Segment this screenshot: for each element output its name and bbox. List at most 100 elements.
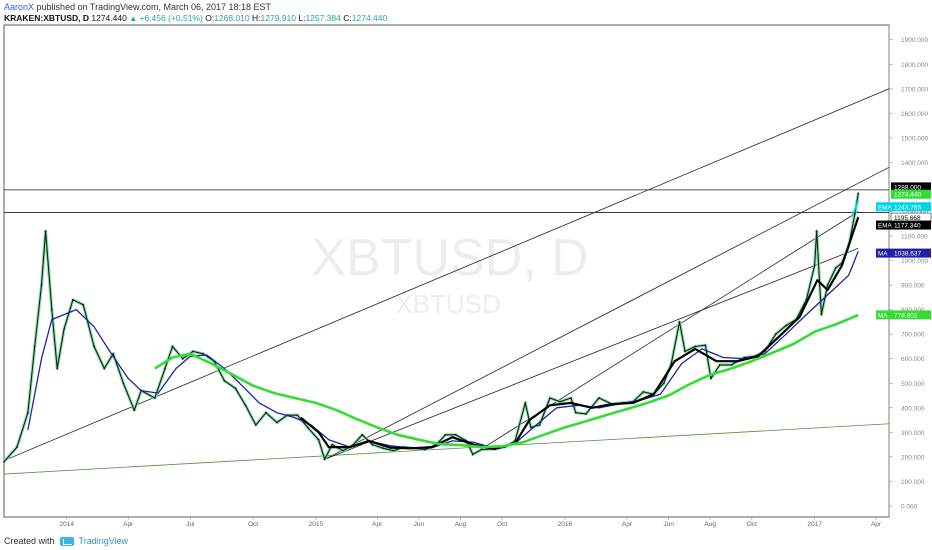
price-label-text: 778.802	[894, 312, 918, 319]
series-line-ema	[300, 216, 860, 451]
price-point	[33, 345, 36, 348]
close-value: 1274.440	[351, 13, 388, 23]
y-tick-label: 300.000	[901, 430, 925, 437]
x-tick-label: Aug	[455, 521, 467, 528]
price-point	[223, 379, 226, 382]
x-tick-label: Jul	[186, 521, 195, 528]
price-label-box	[891, 202, 931, 212]
price-point	[56, 367, 59, 370]
created-with-text: Created with	[4, 536, 55, 546]
price-point	[192, 350, 194, 353]
price-point	[574, 411, 577, 414]
price-point	[40, 284, 43, 287]
close-label: C:	[343, 13, 352, 23]
price-point	[254, 424, 257, 426]
price-point	[276, 421, 278, 424]
price-point	[306, 426, 309, 429]
y-tick-label: 1700.000	[901, 86, 928, 93]
price-point	[164, 367, 166, 370]
price-point	[454, 433, 457, 436]
price-labels: 1288.0001274.4401243.765EMA1195.6681177.…	[876, 182, 932, 320]
high-value: 1279.910	[260, 13, 296, 23]
price-point	[3, 460, 5, 463]
watermark-sub: XBTUSD	[395, 289, 500, 319]
price-point	[202, 352, 205, 355]
price-label-text: 1243.765	[894, 204, 921, 211]
price-point	[704, 344, 707, 347]
price-point	[371, 443, 374, 446]
symbol-info-bar: KRAKEN:XBTUSD, D 1274.440 ▲ +6.456 (+0.5…	[4, 13, 387, 24]
price-label-box	[891, 310, 931, 320]
price-point	[265, 411, 267, 414]
price-point	[834, 267, 837, 269]
publish-info: AaronX published on TradingView.com, Mar…	[4, 2, 271, 13]
price-change: +6.456 (+0.51%)	[139, 13, 203, 23]
price-point	[112, 352, 115, 355]
price-label-text: 1195.668	[894, 215, 921, 222]
price-point	[133, 409, 136, 412]
x-tick-label: Oct	[497, 521, 507, 528]
price-point	[50, 308, 53, 311]
tradingview-brand[interactable]: TradingView	[78, 536, 129, 546]
x-tick-label: Jun	[663, 521, 674, 528]
price-point	[684, 350, 686, 353]
y-tick-label: 400.000	[901, 405, 925, 412]
price-label: 1274.440	[891, 189, 931, 199]
price-label-box	[891, 220, 931, 230]
price-point	[813, 264, 816, 267]
y-tick-label: 1400.000	[901, 160, 928, 167]
price-point	[538, 424, 541, 426]
y-tick-label: 100.000	[901, 479, 925, 486]
price-point	[710, 377, 712, 380]
price-point	[296, 414, 299, 417]
indicator-tag-text: MA	[878, 251, 888, 258]
x-tick-label: Apr	[123, 521, 134, 528]
y-tick-label: 1800.000	[901, 62, 928, 69]
indicator-tag-box	[876, 202, 891, 212]
price-point	[598, 397, 600, 399]
price-point	[181, 357, 184, 360]
y-tick-label: 1900.000	[901, 37, 928, 44]
y-tick-label: 200.000	[901, 454, 925, 461]
y-tick-label: 900.000	[901, 283, 925, 290]
price-axis: 0.000 100.000 200.000 300.000 400.000 500.000…	[889, 37, 928, 510]
price-point	[361, 433, 364, 436]
price-point	[548, 397, 551, 399]
high-label: H:	[252, 13, 261, 23]
indicator-tag-box	[876, 220, 891, 230]
y-tick-label: 600.000	[901, 356, 925, 363]
price-point	[342, 449, 345, 452]
price-point	[392, 449, 395, 452]
price-label-text: 1274.440	[894, 192, 921, 199]
tradingview-logo-icon	[59, 536, 74, 546]
price-point	[480, 448, 483, 451]
price-point	[382, 447, 385, 450]
x-tick-label: Apr	[372, 521, 383, 528]
x-tick-label: Oct	[248, 521, 258, 528]
up-arrow-icon: ▲	[129, 14, 138, 23]
price-point	[63, 328, 65, 331]
price-point	[857, 192, 860, 195]
indicator-tag-box	[876, 248, 891, 258]
price-point	[853, 213, 856, 215]
price-point	[323, 458, 326, 461]
author-link[interactable]: AaronX	[4, 2, 35, 12]
price-point	[103, 367, 106, 370]
y-tick-label: 1200.000	[901, 209, 928, 216]
price-point	[444, 433, 447, 436]
publish-text: published on TradingView.com, March 06, …	[36, 2, 272, 12]
series-line-ma	[154, 313, 859, 449]
trend-line	[324, 247, 859, 460]
price-point	[826, 284, 829, 287]
y-tick-label: 1000.000	[901, 258, 928, 265]
y-tick-label: 500.000	[901, 381, 925, 388]
price-point	[774, 333, 777, 336]
y-tick-label: 0.000	[901, 503, 918, 510]
trend-line	[3, 423, 890, 475]
price-point	[785, 324, 787, 327]
price-label: 1288.000	[891, 182, 931, 192]
price-label-box	[891, 189, 931, 199]
series-line-ema	[851, 200, 860, 217]
